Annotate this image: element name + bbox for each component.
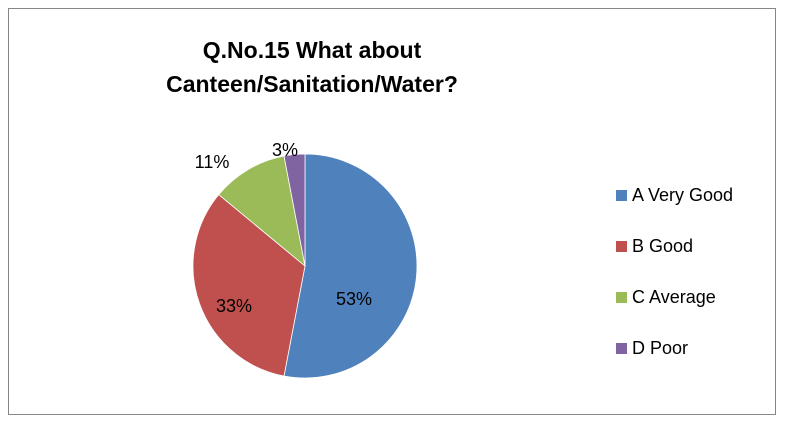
legend-item-a: A Very Good	[616, 185, 781, 205]
pie-slice-a	[283, 153, 418, 379]
chart-title: Q.No.15 What about Canteen/Sanitation/Wa…	[9, 33, 615, 101]
legend-swatch-b	[616, 240, 627, 252]
chart-frame: Q.No.15 What about Canteen/Sanitation/Wa…	[8, 8, 776, 415]
legend-swatch-a	[616, 189, 627, 201]
chart-title-line-2: Canteen/Sanitation/Water?	[166, 71, 458, 97]
data-label-b: 33%	[216, 296, 252, 316]
pie-slice-d	[283, 153, 306, 267]
legend-label-a: A Very Good	[632, 184, 734, 205]
legend-label-d: D Poor	[632, 337, 689, 358]
data-label-d: 3%	[272, 140, 298, 160]
chart-title-line-1: Q.No.15 What about	[202, 37, 422, 63]
legend-label-b: B Good	[632, 235, 694, 256]
legend-item-b: B Good	[616, 236, 781, 256]
legend-swatch-d	[616, 342, 627, 354]
legend-swatch-c	[616, 291, 627, 303]
pie-slice-b	[192, 194, 306, 377]
data-label-a: 53%	[336, 289, 372, 309]
legend-item-c: C Average	[616, 287, 781, 307]
pie-slice-c	[218, 155, 306, 268]
legend-label-c: C Average	[632, 286, 716, 307]
data-label-c: 11%	[195, 152, 230, 172]
legend: A Very Good B Good C Average D Poor	[616, 185, 781, 389]
pie-chart: 53% 33% 11% 3%	[192, 140, 418, 379]
legend-item-d: D Poor	[616, 338, 781, 358]
